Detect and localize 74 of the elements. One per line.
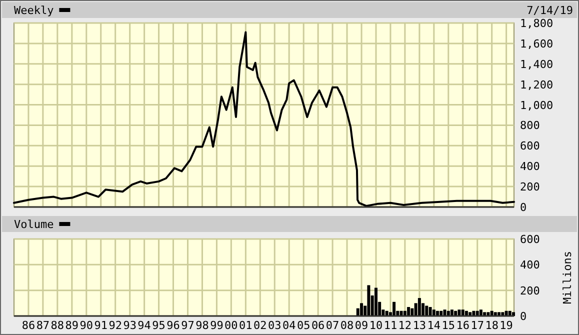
x-tick-label: 13 xyxy=(412,319,426,332)
bar xyxy=(458,310,461,316)
y-axis-title: Millions xyxy=(561,251,574,304)
x-tick-label: 09 xyxy=(354,319,368,332)
x-tick-label: 95 xyxy=(152,319,166,332)
y-tick-label: 600 xyxy=(520,140,540,153)
x-tick-label: 06 xyxy=(311,319,325,332)
x-tick-label: 99 xyxy=(210,319,224,332)
x-tick-label: 96 xyxy=(166,319,180,332)
x-tick-label: 87 xyxy=(36,319,50,332)
x-tick-label: 88 xyxy=(50,319,64,332)
x-tick-label: 16 xyxy=(456,319,470,332)
bar xyxy=(501,312,504,316)
y-tick-label: 1,600 xyxy=(520,37,554,50)
bar xyxy=(428,307,432,316)
x-tick-label: 97 xyxy=(181,319,194,332)
bar xyxy=(367,285,370,316)
bar xyxy=(374,288,378,316)
bar xyxy=(479,310,482,316)
y-tick-label: 0 xyxy=(520,310,527,323)
y-tick-label: 400 xyxy=(520,160,540,174)
x-tick-label: 93 xyxy=(123,319,136,332)
x-tick-label: 07 xyxy=(326,319,340,332)
legend-label: Volume xyxy=(14,218,54,231)
x-tick-label: 05 xyxy=(296,319,310,332)
x-tick-label: 08 xyxy=(340,319,354,332)
x-tick-label: 18 xyxy=(485,319,498,332)
x-tick-label: 15 xyxy=(442,319,456,332)
x-tick-label: 90 xyxy=(80,319,94,332)
y-tick-label: 200 xyxy=(520,180,540,194)
bar xyxy=(498,312,501,316)
x-tick-label: 86 xyxy=(22,319,36,332)
bar xyxy=(450,310,454,316)
y-tick-label: 1,000 xyxy=(520,98,554,112)
line-series xyxy=(13,31,515,207)
x-tick-label: 10 xyxy=(369,319,383,332)
bar xyxy=(494,312,497,316)
x-tick-label: 02 xyxy=(254,319,267,332)
bar xyxy=(418,298,421,316)
bar xyxy=(486,312,490,316)
x-tick-label: 94 xyxy=(138,319,152,332)
x-tick-label: 12 xyxy=(398,319,412,332)
y-tick-label: 0 xyxy=(520,201,527,214)
bar xyxy=(468,312,472,316)
y-tick-label: 600 xyxy=(520,233,540,246)
bar xyxy=(461,310,464,316)
x-tick-label: 04 xyxy=(282,319,296,332)
x-tick-label: 14 xyxy=(427,319,441,332)
bar xyxy=(360,303,364,316)
x-tick-label: 91 xyxy=(94,319,108,332)
bar xyxy=(443,310,446,316)
x-tick-label: 19 xyxy=(500,319,513,332)
x-tick-label: 89 xyxy=(65,319,79,332)
bar xyxy=(483,312,486,316)
y-tick-label: 200 xyxy=(520,284,540,298)
x-tick-label: 03 xyxy=(268,319,282,332)
y-tick-label: 1,200 xyxy=(520,78,554,92)
y-tick-label: 800 xyxy=(520,119,540,132)
x-tick-label: 00 xyxy=(224,319,238,332)
x-tick-label: 92 xyxy=(108,319,122,332)
x-tick-label: 01 xyxy=(239,319,252,332)
bar xyxy=(392,302,396,316)
y-tick-label: 1,800 xyxy=(520,17,554,30)
bar xyxy=(407,307,410,316)
bar xyxy=(512,312,515,316)
x-tick-label: 11 xyxy=(384,319,398,332)
y-tick-label: 400 xyxy=(520,258,540,272)
x-tick-label: 17 xyxy=(470,319,484,332)
bar xyxy=(432,310,436,316)
text: 7/14/19 xyxy=(526,4,573,17)
x-tick-label: 98 xyxy=(196,319,209,332)
y-tick-label: 1,400 xyxy=(520,58,554,71)
legend-label: Weekly xyxy=(14,4,54,17)
bar xyxy=(425,306,428,316)
